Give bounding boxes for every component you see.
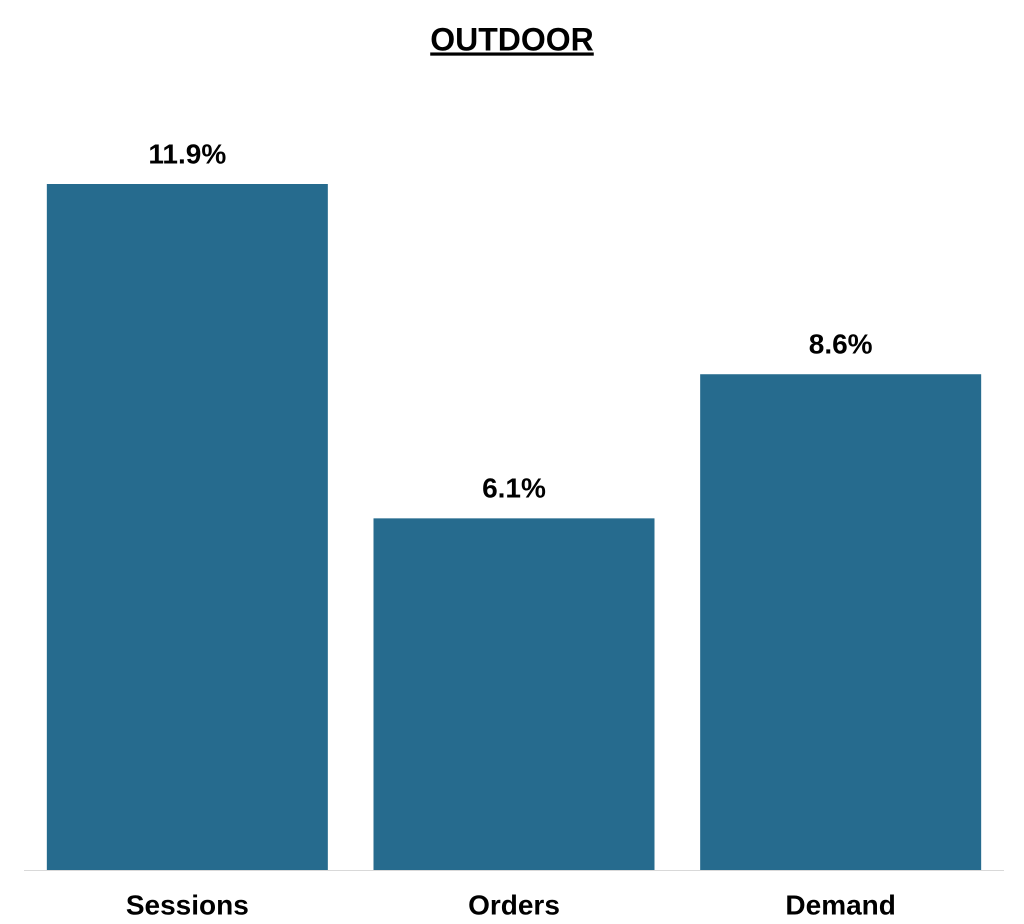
bar	[700, 374, 982, 870]
bar	[46, 184, 328, 870]
x-tick-label: Sessions	[126, 889, 249, 920]
x-tick-label: Orders	[468, 889, 560, 920]
x-tick-label: Demand	[785, 889, 895, 920]
bar	[373, 518, 655, 870]
value-label: 6.1%	[482, 473, 546, 504]
value-label: 11.9%	[148, 138, 226, 169]
chart-title: OUTDOOR	[430, 21, 594, 57]
value-label: 8.6%	[809, 329, 873, 360]
